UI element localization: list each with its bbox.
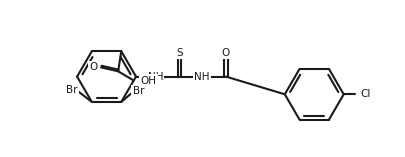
Text: Br: Br [66,85,77,95]
Text: NH: NH [194,72,209,82]
Text: OH: OH [140,76,156,86]
Text: Br: Br [132,86,144,96]
Text: NH: NH [147,72,163,82]
Text: S: S [176,48,182,58]
Text: Cl: Cl [360,89,370,99]
Text: O: O [221,48,230,58]
Text: O: O [89,62,97,72]
